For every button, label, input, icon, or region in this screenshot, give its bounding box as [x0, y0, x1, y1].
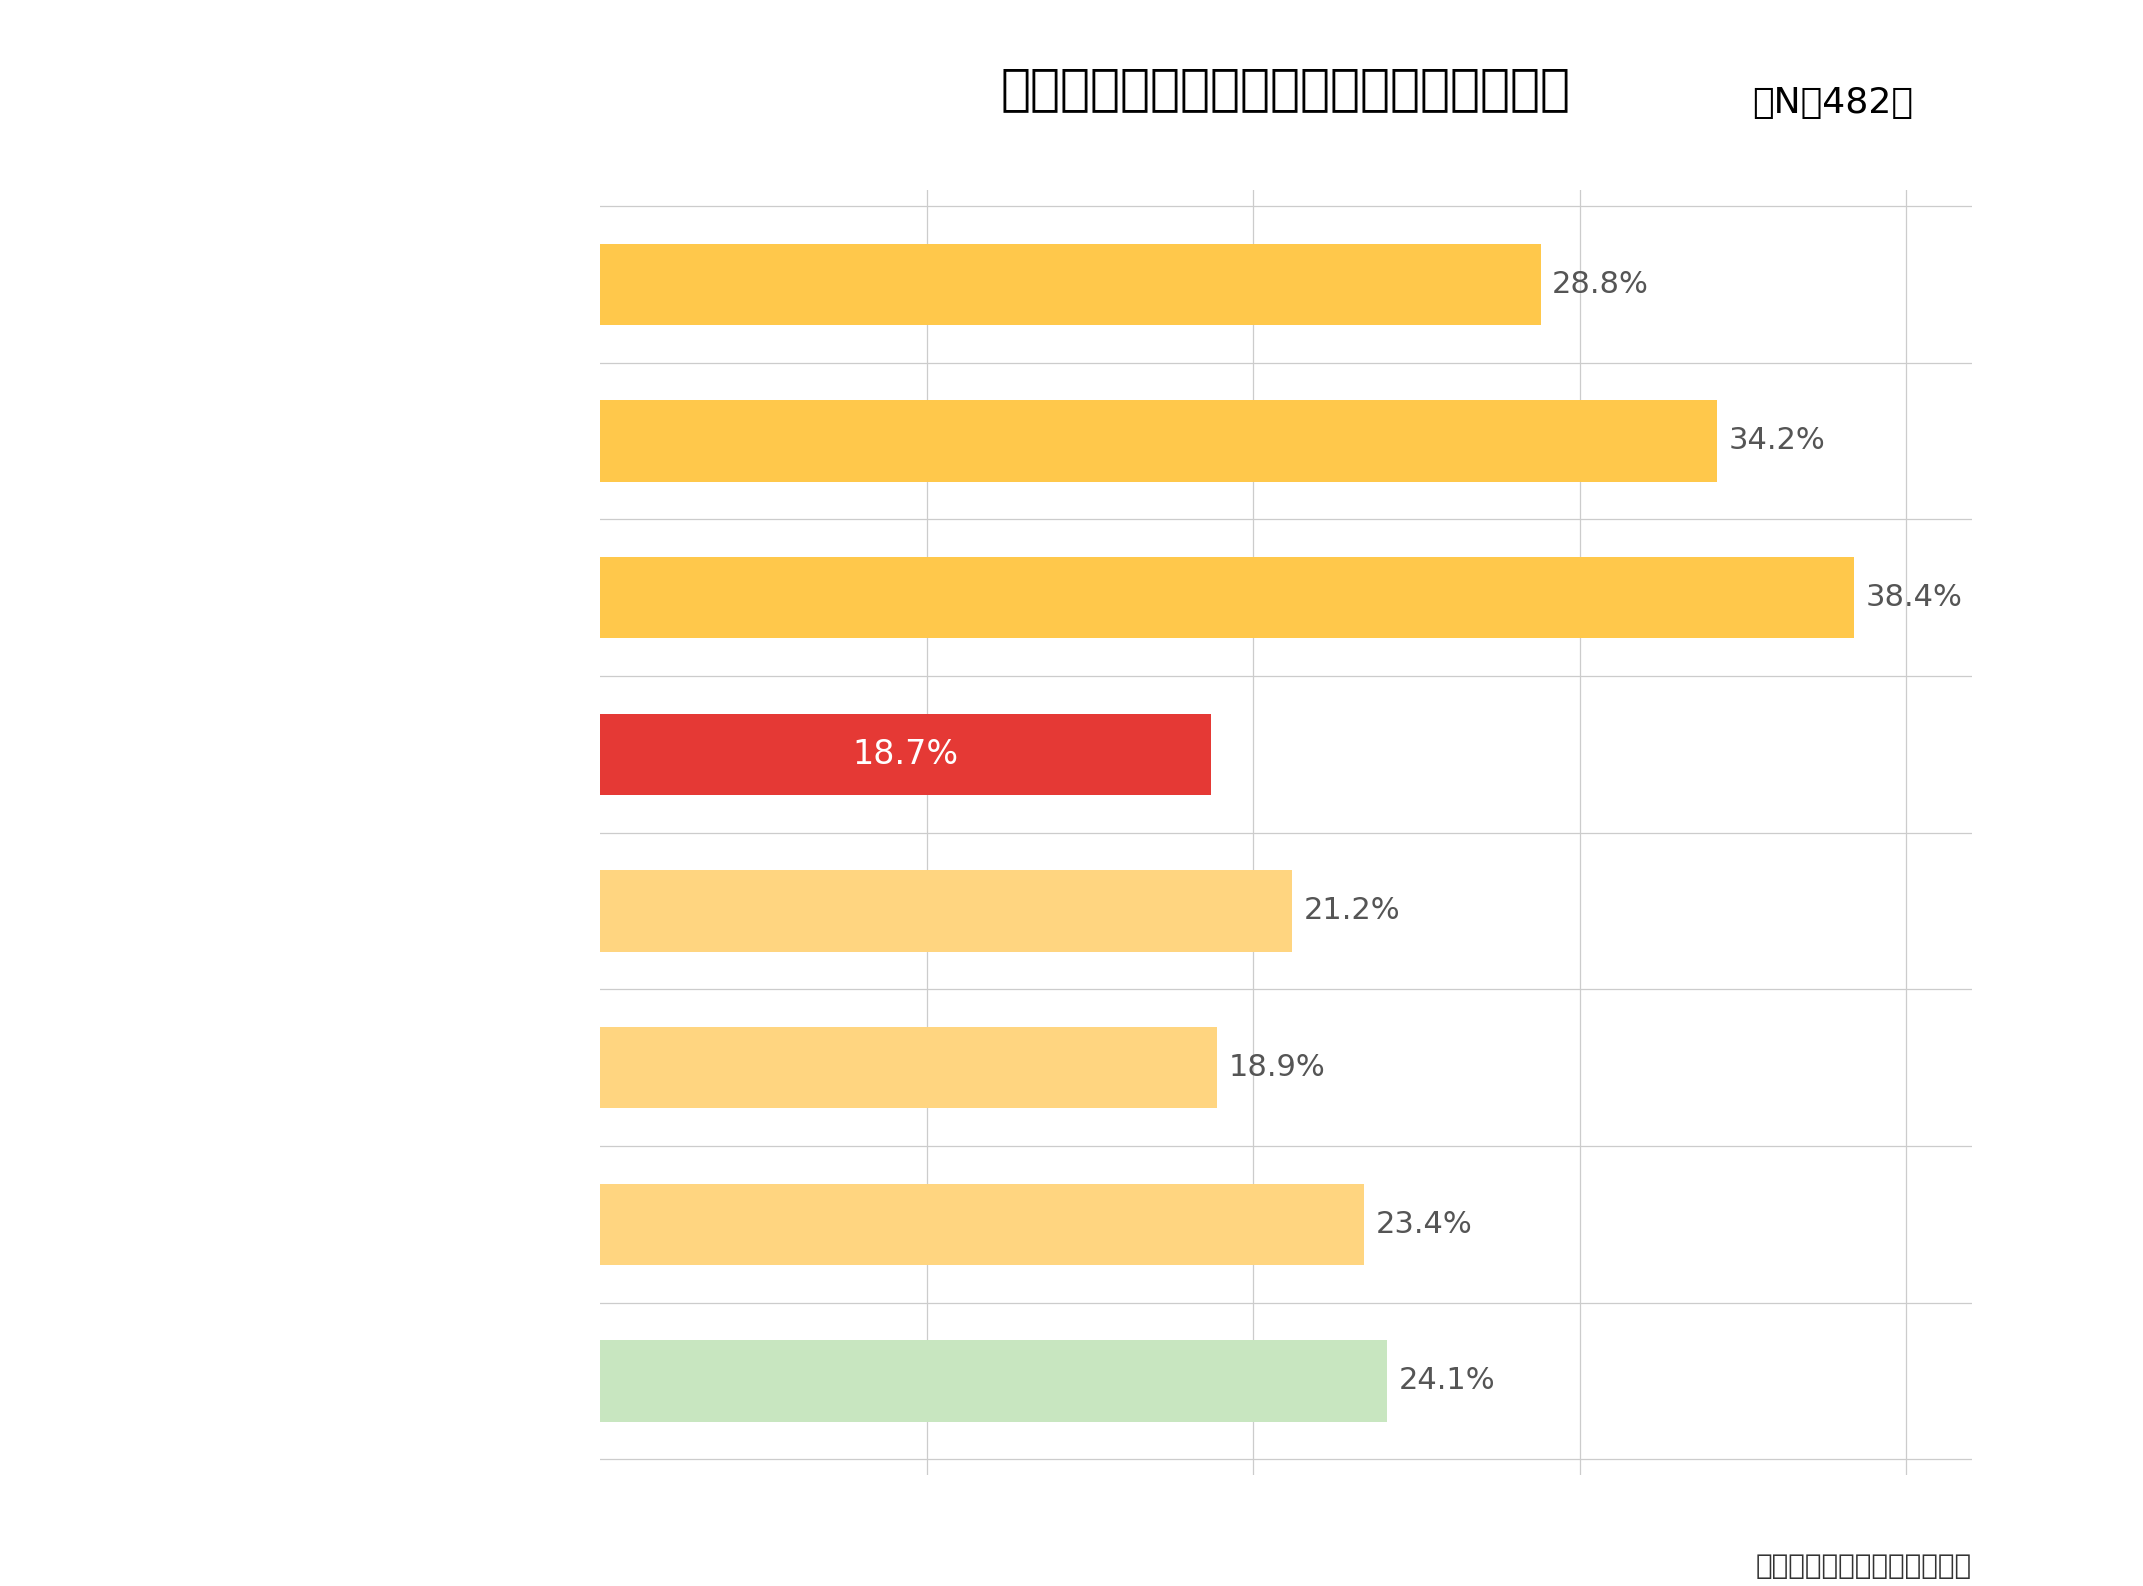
- Bar: [600, 871, 1292, 952]
- Text: 18.7%: 18.7%: [853, 737, 958, 771]
- Text: 28.8%: 28.8%: [1552, 270, 1648, 298]
- Bar: [600, 1340, 1387, 1421]
- Text: 24.1%: 24.1%: [1399, 1367, 1496, 1396]
- Bar: [600, 1183, 1365, 1266]
- Bar: [600, 1026, 1217, 1109]
- Text: 34.2%: 34.2%: [1727, 427, 1826, 455]
- Text: 勤務先（製造業）が実施している腰痛対策: 勤務先（製造業）が実施している腰痛対策: [1001, 65, 1571, 113]
- Bar: [600, 557, 1854, 639]
- Text: （N＝482）: （N＝482）: [1753, 86, 1914, 119]
- Text: 21.2%: 21.2%: [1303, 896, 1399, 926]
- Text: 23.4%: 23.4%: [1376, 1210, 1472, 1239]
- Text: 日本シグマックス（株）調べ: 日本シグマックス（株）調べ: [1755, 1553, 1972, 1580]
- Bar: [600, 714, 1211, 795]
- Bar: [600, 400, 1717, 482]
- Bar: [600, 244, 1541, 325]
- Text: 18.9%: 18.9%: [1228, 1053, 1324, 1082]
- Text: 38.4%: 38.4%: [1864, 584, 1963, 612]
